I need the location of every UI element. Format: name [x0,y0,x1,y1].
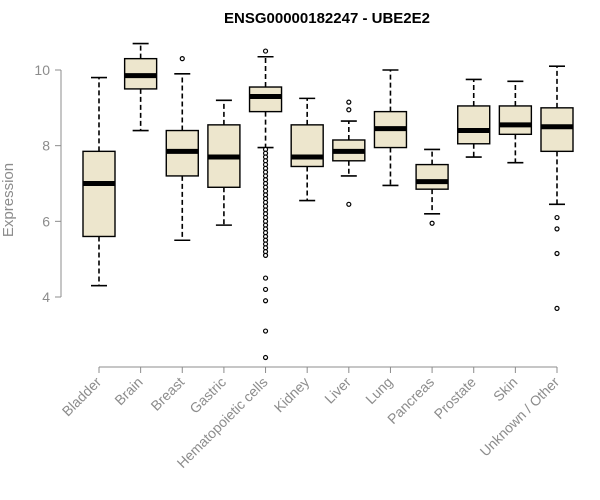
outlier-point [262,252,269,258]
box-group [540,65,574,311]
y-tick-label: 4 [42,289,50,305]
box-iqr [540,107,574,153]
outlier-point [429,220,435,226]
outlier-point [262,286,269,293]
x-tick-label: Brain [111,374,145,408]
box-group [457,78,491,158]
box-iqr [415,163,449,190]
chart-title: ENSG00000182247 - UBE2E2 [224,10,430,27]
x-tick-label: Breast [147,374,187,414]
box-iqr [290,124,324,168]
boxes [82,42,574,361]
outlier-point [554,305,560,311]
outlier-point [262,48,269,54]
box-group [165,56,199,242]
box-iqr [248,86,283,113]
outlier-point [262,328,269,334]
outlier-point [262,298,269,304]
box-group [207,99,241,226]
outlier-point [346,99,352,105]
x-tick-label: Unknown / Other [477,374,563,460]
box-group [123,42,158,132]
outlier-point [262,275,269,281]
box-group [82,76,116,287]
outlier-point [346,107,352,113]
x-tick-label: Kidney [271,374,313,416]
x-tick-label: Lung [362,374,395,407]
y-tick-label: 6 [42,213,50,229]
y-ticks: 4 6 8 10 [34,62,61,305]
box-group [332,99,366,207]
box-iqr [457,105,491,145]
x-tick-label: Bladder [59,374,105,420]
box-iqr [498,105,533,136]
x-tick-label: Skin [490,374,521,405]
box-group [498,80,533,164]
outlier-point [554,226,560,232]
outlier-point [346,201,352,207]
box-iqr [82,150,116,238]
x-tick-label: Prostate [431,374,479,422]
box-group [248,48,283,361]
outlier-point [554,250,560,257]
x-tick-label: Liver [321,374,354,407]
box-group [415,148,449,226]
outlier-point [179,56,185,62]
outlier-point [262,354,269,361]
outlier-point [554,214,560,221]
y-tick-label: 8 [42,138,50,154]
box-group [373,69,408,187]
y-axis-label: Expression [0,163,17,237]
box-group [290,97,324,202]
y-tick-label: 10 [34,62,50,78]
